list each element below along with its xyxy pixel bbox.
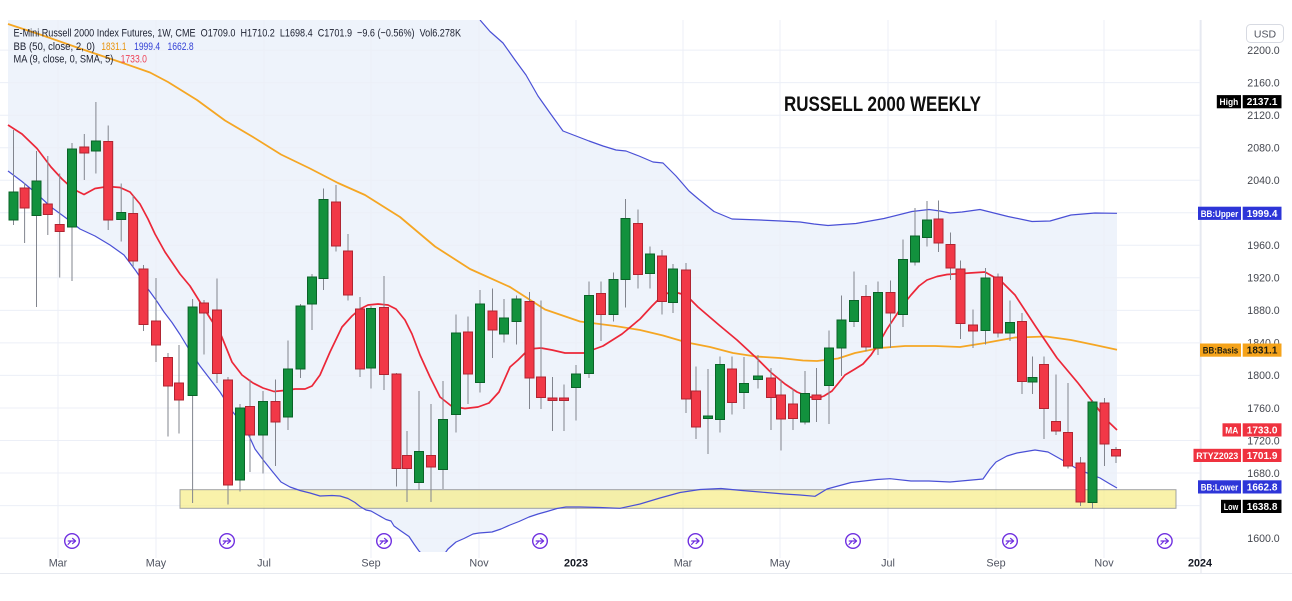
svg-text:High: High	[1220, 97, 1239, 108]
svg-text:RUSSELL 2000 WEEKLY: RUSSELL 2000 WEEKLY	[784, 92, 981, 116]
svg-text:BB:Upper: BB:Upper	[1201, 209, 1239, 220]
svg-text:1638.8: 1638.8	[1247, 502, 1278, 513]
svg-text:Jul: Jul	[257, 558, 271, 570]
svg-text:MA: MA	[1225, 425, 1238, 436]
svg-text:2120.0: 2120.0	[1247, 110, 1280, 122]
svg-text:2023: 2023	[564, 558, 588, 570]
svg-text:USD: USD	[1254, 29, 1277, 41]
svg-text:1733.0: 1733.0	[121, 54, 147, 66]
svg-text:May: May	[146, 558, 167, 570]
svg-text:1831.1: 1831.1	[1247, 346, 1278, 357]
svg-text:MA (9, close, 0, SMA, 5): MA (9, close, 0, SMA, 5)	[14, 54, 114, 66]
svg-text:1800.0: 1800.0	[1247, 370, 1280, 382]
svg-text:2137.1: 2137.1	[1247, 97, 1278, 108]
svg-text:1831.1: 1831.1	[101, 41, 126, 53]
svg-text:BB:Basis: BB:Basis	[1203, 346, 1239, 357]
svg-text:May: May	[770, 558, 791, 570]
svg-text:2160.0: 2160.0	[1247, 77, 1280, 89]
svg-text:Nov: Nov	[469, 558, 489, 570]
svg-text:2080.0: 2080.0	[1247, 143, 1280, 155]
svg-text:1999.4: 1999.4	[134, 41, 160, 53]
svg-text:1720.0: 1720.0	[1247, 435, 1280, 447]
svg-text:2024: 2024	[1188, 558, 1212, 570]
svg-text:1662.8: 1662.8	[168, 41, 194, 53]
svg-text:Mar: Mar	[49, 558, 68, 570]
svg-text:1701.9: 1701.9	[1247, 451, 1278, 462]
svg-text:Mar: Mar	[674, 558, 693, 570]
svg-text:RTYZ2023: RTYZ2023	[1196, 451, 1238, 462]
svg-text:1920.0: 1920.0	[1247, 273, 1280, 285]
svg-text:1733.0: 1733.0	[1247, 425, 1278, 436]
svg-text:1600.0: 1600.0	[1247, 533, 1280, 545]
svg-text:1680.0: 1680.0	[1247, 468, 1280, 480]
svg-text:BB:Lower: BB:Lower	[1201, 482, 1239, 493]
svg-text:Sep: Sep	[361, 558, 380, 570]
svg-text:1880.0: 1880.0	[1247, 305, 1280, 317]
svg-text:2200.0: 2200.0	[1247, 45, 1280, 57]
svg-text:1760.0: 1760.0	[1247, 403, 1280, 415]
svg-text:1999.4: 1999.4	[1247, 209, 1278, 220]
svg-text:Low: Low	[1224, 502, 1239, 513]
svg-text:Nov: Nov	[1094, 558, 1114, 570]
svg-text:Jul: Jul	[881, 558, 895, 570]
svg-text:2040.0: 2040.0	[1247, 175, 1280, 187]
svg-text:E-Mini Russell 2000 Index Futu: E-Mini Russell 2000 Index Futures, 1W, C…	[14, 28, 462, 40]
svg-text:Sep: Sep	[986, 558, 1005, 570]
svg-text:1960.0: 1960.0	[1247, 240, 1280, 252]
svg-text:BB (50, close, 2, 0): BB (50, close, 2, 0)	[14, 41, 96, 53]
svg-text:1662.8: 1662.8	[1247, 482, 1278, 493]
